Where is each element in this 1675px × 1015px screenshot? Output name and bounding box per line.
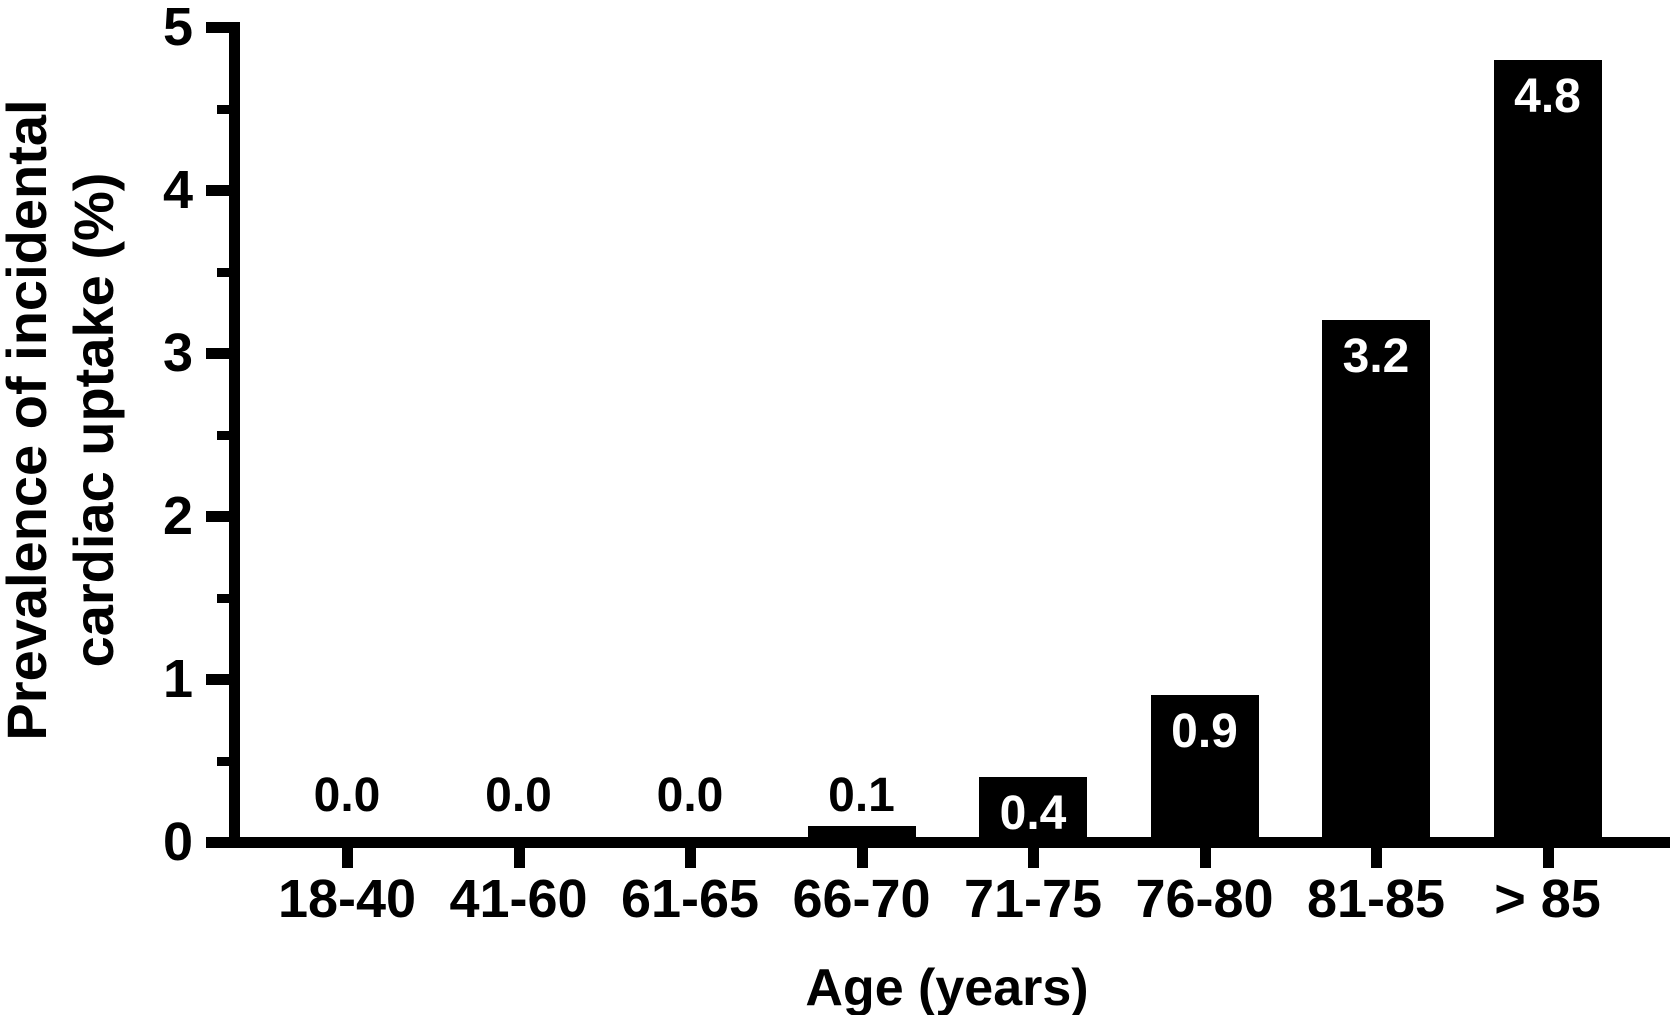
bar-value-label: 0.0	[485, 769, 552, 822]
x-tick	[1028, 846, 1039, 868]
y-tick-label: 3	[162, 323, 193, 383]
bar-value-label: 4.8	[1514, 69, 1581, 123]
y-major-tick	[206, 348, 229, 359]
y-axis-title: Prevalence of incidental cardiac uptake …	[0, 0, 127, 870]
y-tick-label: 1	[162, 649, 193, 709]
bar	[1493, 59, 1602, 848]
x-tick-label: 18-40	[277, 869, 417, 929]
y-minor-tick	[217, 430, 229, 440]
y-axis-title-line-2: cardiac uptake (%)	[62, 172, 125, 668]
x-axis-title: Age (years)	[805, 959, 1089, 1015]
x-axis-line	[206, 837, 1670, 848]
y-major-tick	[206, 511, 229, 522]
x-tick	[856, 846, 868, 868]
x-tick-label: 66-70	[792, 869, 931, 929]
x-tick-label: 76-80	[1135, 869, 1274, 929]
x-tick	[1371, 846, 1382, 868]
bar	[1150, 695, 1259, 848]
bar	[807, 825, 916, 848]
x-tick-label: > 85	[1494, 869, 1601, 929]
bar-value-label: 3.2	[1342, 330, 1410, 384]
y-minor-tick	[217, 267, 229, 277]
y-tick-label: 4	[162, 160, 193, 220]
y-minor-tick	[217, 104, 229, 114]
y-axis-line	[229, 22, 240, 847]
y-major-tick	[206, 22, 229, 33]
bar-value-label: 0.9	[1171, 705, 1238, 759]
bar	[979, 776, 1087, 848]
y-axis-title-line-1: Prevalence of incidental	[0, 99, 58, 741]
x-tick-label: 71-75	[963, 869, 1103, 929]
bar	[1322, 320, 1430, 848]
bar-value-label: 0.0	[313, 769, 381, 822]
bar-value-label: 0.4	[999, 786, 1067, 840]
y-tick-label: 2	[162, 486, 193, 546]
x-tick	[342, 846, 353, 868]
x-tick	[513, 846, 525, 868]
y-minor-tick	[217, 593, 229, 603]
x-tick-label: 81-85	[1306, 869, 1446, 929]
x-tick	[1199, 846, 1211, 868]
y-minor-tick	[217, 756, 229, 766]
y-tick-label: 5	[162, 0, 193, 57]
x-tick-label: 61-65	[620, 869, 760, 929]
bar-value-label: 0.0	[656, 769, 724, 822]
y-major-tick	[206, 674, 229, 685]
x-tick-label: 41-60	[449, 869, 588, 929]
x-tick	[1542, 846, 1554, 868]
y-tick-label: 0	[162, 812, 193, 872]
y-major-tick	[206, 185, 229, 196]
x-tick	[685, 846, 696, 868]
bar-value-label: 0.1	[828, 769, 895, 822]
